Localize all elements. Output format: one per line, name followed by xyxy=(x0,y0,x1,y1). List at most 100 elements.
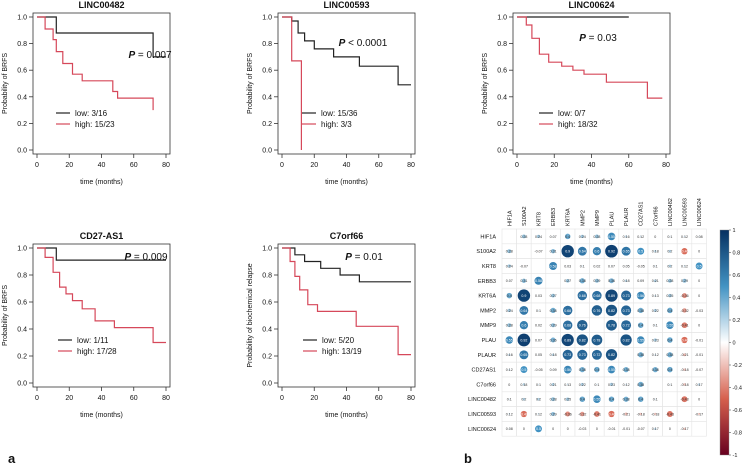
correlation-circle xyxy=(537,413,540,415)
correlation-circle xyxy=(552,428,554,430)
y-tick-label: 1.0 xyxy=(262,15,272,22)
correlation-value: 0.4 xyxy=(638,324,643,328)
y-tick-label: 0.4 xyxy=(262,327,272,334)
correlation-circle xyxy=(576,334,588,346)
correlation-circle xyxy=(607,232,616,241)
correlation-circle xyxy=(683,427,686,430)
x-axis-label: time (months) xyxy=(325,179,368,186)
y-tick-label: 0.6 xyxy=(262,300,272,307)
correlation-circle xyxy=(682,278,687,283)
correlation-value: -0.18 xyxy=(680,383,688,387)
correlation-circle xyxy=(594,366,600,373)
correlation-heatmap: HIF1A S100A2 KRT8 ERBB3 KRT6A MMP2 MMP9 PLAU PLA… xyxy=(468,198,742,459)
heatmap-cell xyxy=(676,406,693,422)
correlation-value: 0.65 xyxy=(520,353,527,357)
correlation-value: 0.23 xyxy=(652,338,659,342)
correlation-value: 0.12 xyxy=(681,264,688,268)
correlation-circle xyxy=(609,382,614,386)
heatmap-cell xyxy=(618,347,634,363)
correlation-value: -0.07 xyxy=(520,264,528,268)
x-axis-label: time (months) xyxy=(80,179,123,186)
correlation-circle xyxy=(537,295,540,297)
correlation-value: 0.07 xyxy=(550,235,557,239)
correlation-circle xyxy=(580,411,585,417)
correlation-circle xyxy=(621,246,631,256)
correlation-circle xyxy=(534,276,543,285)
correlation-circle xyxy=(508,353,511,356)
correlation-value: 0.12 xyxy=(652,353,659,357)
correlation-value: 0.73 xyxy=(623,294,630,298)
correlation-value: 0.23 xyxy=(608,383,615,387)
correlation-value: 0.56 xyxy=(564,368,571,372)
correlation-value: 0.17 xyxy=(652,427,659,431)
row-label: MMP9 xyxy=(480,323,496,329)
correlation-circle xyxy=(507,264,511,268)
correlation-value: 0.4 xyxy=(667,309,672,313)
correlation-value: -0.18 xyxy=(637,412,645,416)
column-label: LINC00624 xyxy=(697,198,703,226)
correlation-circle xyxy=(667,337,673,343)
plot-title: LINC00624 xyxy=(568,0,614,10)
correlation-value: 0.68 xyxy=(579,294,586,298)
correlation-value: 0.17 xyxy=(696,383,703,387)
row-label: LINC00624 xyxy=(468,427,496,433)
correlation-circle xyxy=(521,234,526,239)
correlation-value: 0.38 xyxy=(623,368,630,372)
correlation-value: 0.68 xyxy=(564,324,571,328)
correlation-circle xyxy=(639,412,642,416)
correlation-circle xyxy=(579,278,585,284)
correlation-value: 0.56 xyxy=(637,294,644,298)
correlation-circle xyxy=(508,428,510,430)
y-tick-label: 0.2 xyxy=(17,121,27,128)
correlation-value: -0.32 xyxy=(680,309,688,313)
color-bar-label: 0.4 xyxy=(733,296,741,302)
correlation-value: 0.27 xyxy=(564,279,571,283)
plot-title: LINC00593 xyxy=(323,0,369,10)
correlation-value: 0.22 xyxy=(652,309,659,313)
row-label: MMP2 xyxy=(480,308,496,314)
column-label: KRT6A xyxy=(566,208,572,226)
y-tick-label: 1.0 xyxy=(497,15,507,22)
correlation-value: 0.76 xyxy=(579,324,586,328)
correlation-value: 0.22 xyxy=(579,383,586,387)
correlation-circle xyxy=(537,324,540,326)
correlation-circle xyxy=(551,353,555,357)
correlation-circle xyxy=(517,289,531,302)
correlation-circle xyxy=(508,413,511,415)
correlation-value: -0.41 xyxy=(593,412,601,416)
heatmap-cell xyxy=(545,273,561,289)
correlation-circle xyxy=(536,234,541,239)
correlation-value: 0.36 xyxy=(608,279,615,283)
correlation-circle xyxy=(581,265,583,267)
correlation-circle xyxy=(577,290,587,301)
correlation-circle xyxy=(520,366,528,374)
survival-curve-high xyxy=(282,16,302,150)
correlation-value: 0.1 xyxy=(653,324,658,328)
correlation-circle xyxy=(683,383,686,386)
correlation-circle xyxy=(577,319,588,331)
survival-curve-low xyxy=(282,247,411,283)
correlation-circle xyxy=(522,397,526,401)
heatmap-cell xyxy=(647,376,663,393)
correlation-value: 0.82 xyxy=(608,353,615,357)
correlation-circle xyxy=(592,247,602,256)
legend-entry: low: 0/7 xyxy=(558,109,586,118)
correlation-circle xyxy=(552,368,554,371)
correlation-circle xyxy=(654,398,656,400)
row-label: PLAU xyxy=(482,338,496,344)
correlation-value: 0.1 xyxy=(667,235,672,239)
survival-curve-high xyxy=(282,247,411,356)
correlation-circle xyxy=(654,249,657,253)
y-tick-label: 0.6 xyxy=(17,68,27,75)
correlation-circle xyxy=(551,293,555,298)
correlation-circle xyxy=(508,398,510,400)
correlation-value: 0.24 xyxy=(506,309,513,313)
correlation-value: 0.1 xyxy=(667,383,672,387)
correlation-value: 0.07 xyxy=(506,279,513,283)
color-bar-label: -0.8 xyxy=(733,431,742,437)
legend-entry: high: 3/3 xyxy=(321,120,352,129)
correlation-value: 0.4 xyxy=(565,235,570,239)
correlation-circle xyxy=(697,412,701,416)
correlation-value: 0.4 xyxy=(667,368,672,372)
correlation-circle xyxy=(620,334,632,346)
